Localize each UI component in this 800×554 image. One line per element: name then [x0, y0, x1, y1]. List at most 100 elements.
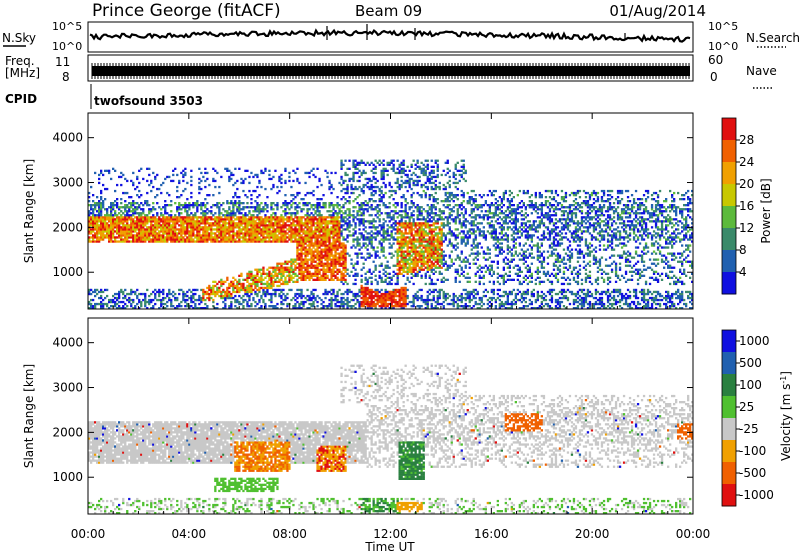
power-cell	[270, 282, 273, 286]
power-cell	[390, 282, 393, 286]
power-cell	[380, 171, 383, 175]
power-cell	[358, 220, 361, 223]
power-cell	[308, 218, 311, 221]
power-cell	[374, 278, 377, 281]
power-cell	[356, 240, 359, 243]
power-cell	[152, 236, 155, 239]
power-cell	[342, 302, 345, 306]
power-cell	[396, 300, 399, 304]
power-cell	[138, 240, 141, 243]
power-cell	[376, 234, 379, 237]
power-cell	[374, 250, 377, 253]
power-cell	[352, 206, 355, 209]
power-cell	[230, 240, 233, 243]
power-cell	[374, 256, 377, 259]
power-cell	[124, 307, 127, 310]
power-cell	[344, 246, 347, 249]
power-cell	[392, 159, 395, 162]
power-cell	[328, 202, 331, 205]
power-cell	[180, 232, 183, 235]
power-cell	[368, 292, 371, 296]
power-cell	[404, 254, 407, 257]
power-cell	[416, 175, 419, 179]
power-cell	[114, 189, 117, 193]
power-cell	[164, 236, 167, 239]
power-cell	[108, 232, 111, 235]
power-cell	[124, 210, 127, 213]
power-cell	[296, 252, 299, 255]
power-cell	[236, 216, 239, 219]
power-cell	[406, 296, 409, 300]
power-cell	[220, 220, 223, 223]
power-cell	[236, 224, 239, 227]
power-cell	[136, 202, 139, 205]
power-cell	[296, 242, 299, 245]
power-cell	[210, 218, 213, 221]
power-cell	[246, 288, 249, 292]
power-cell	[372, 302, 375, 306]
power-cell	[324, 278, 327, 281]
power-cell	[268, 274, 271, 277]
power-cell	[226, 276, 229, 279]
power-cell	[182, 204, 185, 207]
power-cell	[314, 254, 317, 257]
power-cell	[330, 244, 333, 247]
power-cell	[88, 307, 91, 310]
power-cell	[400, 242, 403, 245]
power-cell	[342, 248, 345, 251]
power-cell	[280, 226, 283, 229]
power-cell	[138, 181, 141, 185]
power-cell	[138, 218, 141, 221]
power-cell	[124, 240, 127, 243]
power-cell	[404, 288, 407, 292]
power-cell	[144, 234, 147, 237]
power-cell	[280, 228, 283, 231]
power-cell	[398, 244, 401, 247]
power-cell	[130, 230, 133, 233]
power-cell	[222, 296, 225, 300]
power-cell	[278, 230, 281, 233]
power-cell	[418, 175, 421, 179]
power-cell	[110, 220, 113, 223]
power-cell	[360, 218, 363, 221]
power-cell	[380, 307, 383, 310]
power-cell	[326, 268, 329, 271]
power-cell	[370, 214, 373, 217]
power-cell	[270, 280, 273, 283]
power-cell	[258, 276, 261, 279]
power-cell	[388, 307, 391, 310]
power-cell	[358, 218, 361, 221]
power-cell	[284, 224, 287, 227]
power-cell	[310, 220, 313, 223]
power-cell	[96, 230, 99, 233]
power-cell	[388, 189, 391, 193]
power-cell	[104, 234, 107, 237]
power-cell	[390, 294, 393, 298]
power-cell	[256, 232, 259, 235]
power-cell	[410, 246, 413, 249]
power-cell	[382, 250, 385, 253]
power-cell	[268, 169, 271, 172]
power-cell	[268, 238, 271, 241]
power-cell	[414, 268, 417, 271]
power-cell	[142, 236, 145, 239]
power-cell	[418, 305, 421, 308]
power-cell	[270, 232, 273, 235]
power-cell	[402, 292, 405, 296]
power-cell	[340, 256, 343, 259]
power-cell	[358, 252, 361, 255]
power-cell	[216, 238, 219, 241]
power-cell	[258, 236, 261, 239]
power-cell	[278, 294, 281, 298]
power-cell	[176, 305, 179, 308]
power-cell	[226, 238, 229, 241]
power-cell	[414, 262, 417, 265]
power-cell	[306, 236, 309, 239]
power-cell	[234, 194, 237, 197]
power-cell	[384, 270, 387, 273]
power-cell	[416, 159, 419, 162]
power-cell	[126, 214, 129, 217]
power-cell	[400, 302, 403, 306]
power-cell	[104, 222, 107, 225]
power-cell	[304, 226, 307, 229]
